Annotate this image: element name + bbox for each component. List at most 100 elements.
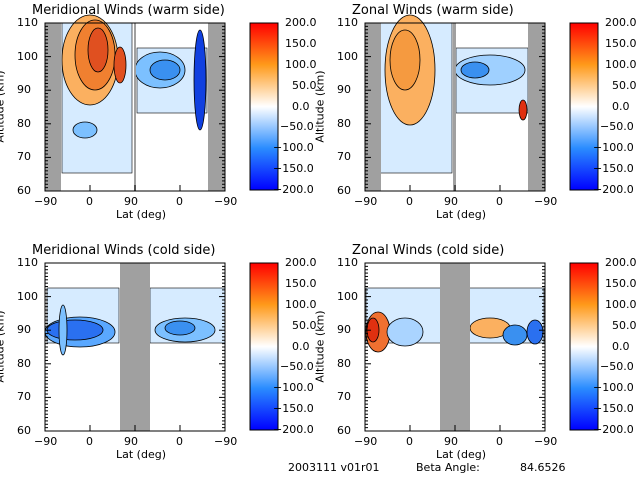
x-tick-label: −90 <box>34 435 58 448</box>
x-tick-label: −90 <box>214 435 238 448</box>
y-tick-label: 70 <box>337 390 351 404</box>
y-tick-label: 80 <box>17 356 31 370</box>
contour-region <box>460 61 490 79</box>
colorbar-tick-label: 200.0 <box>285 16 317 29</box>
y-tick-label: 110 <box>337 16 358 29</box>
data-gap <box>528 23 545 191</box>
y-tick-label: 80 <box>17 116 31 130</box>
data-gap <box>208 23 225 191</box>
contour-region <box>164 320 196 336</box>
beta-angle-value: 84.6526 <box>520 461 566 474</box>
x-tick-label: 0 <box>86 435 93 448</box>
colorbar-tick-label: 200.0 <box>285 256 317 269</box>
x-tick-label: 0 <box>406 435 413 448</box>
x-tick-label: 90 <box>444 435 458 448</box>
contour-region <box>526 319 544 345</box>
colorbar-tick-label: −150.0 <box>273 162 314 176</box>
data-gap <box>134 23 136 191</box>
colorbar-tick-label: −50.0 <box>600 120 634 134</box>
contour-region <box>149 59 181 81</box>
x-axis-label: Lat (deg) <box>116 208 166 221</box>
y-tick-label: 100 <box>17 289 38 303</box>
data-gap <box>440 263 470 431</box>
colorbar <box>249 22 279 191</box>
colorbar-tick-label: 150.0 <box>285 276 317 290</box>
colorbar-tick-label: −150.0 <box>593 162 634 176</box>
y-tick-label: 90 <box>17 323 31 337</box>
data-gap <box>365 23 381 191</box>
colorbar-tick-label: 150.0 <box>605 36 637 50</box>
colorbar-tick-label: 50.0 <box>612 318 637 332</box>
colorbar-tick-label: −200.0 <box>593 423 634 436</box>
colorbar <box>249 262 279 431</box>
y-tick-label: 60 <box>337 184 351 197</box>
colorbar <box>569 262 599 431</box>
contour-region <box>87 27 109 73</box>
x-axis-label: Lat (deg) <box>116 448 166 461</box>
y-axis-label: Altitude (km) <box>0 70 7 143</box>
x-tick-label: 90 <box>124 435 138 448</box>
colorbar-tick-label: 0.0 <box>612 339 630 353</box>
colorbar-tick-label: 100.0 <box>285 297 317 311</box>
x-tick-label: 90 <box>444 195 458 208</box>
y-tick-label: 90 <box>337 323 351 337</box>
chart-title: Zonal Winds (warm side) <box>352 3 514 18</box>
y-tick-label: 110 <box>337 256 358 269</box>
colorbar-tick-label: −100.0 <box>273 141 314 155</box>
x-axis-label: Lat (deg) <box>436 208 486 221</box>
x-tick-label: 90 <box>124 195 138 208</box>
x-tick-label: 0 <box>406 195 413 208</box>
colorbar-tick-label: −50.0 <box>600 360 634 374</box>
colorbar-tick-label: 100.0 <box>605 57 637 71</box>
contour-region <box>502 324 528 346</box>
colorbar-tick-label: −200.0 <box>273 423 314 436</box>
contour-region <box>386 317 424 347</box>
y-tick-label: 100 <box>337 49 358 63</box>
colorbar-tick-label: −50.0 <box>280 120 314 134</box>
colorbar-tick-label: 150.0 <box>285 36 317 50</box>
y-tick-label: 80 <box>337 116 351 130</box>
x-tick-label: −90 <box>534 435 558 448</box>
contour-region <box>113 46 127 84</box>
data-gap <box>45 23 61 191</box>
colorbar-tick-label: 100.0 <box>285 57 317 71</box>
colorbar-tick-label: −200.0 <box>273 183 314 196</box>
colorbar-tick-label: 50.0 <box>292 78 317 92</box>
x-tick-label: 0 <box>176 435 183 448</box>
y-tick-label: 90 <box>337 83 351 97</box>
contour-region <box>193 29 207 131</box>
colorbar-tick-label: −100.0 <box>273 381 314 395</box>
colorbar-tick-label: 0.0 <box>612 99 630 113</box>
chart-title: Zonal Winds (cold side) <box>352 243 505 258</box>
colorbar-tick-label: 0.0 <box>292 339 310 353</box>
y-axis-label: Altitude (km) <box>313 70 327 143</box>
y-tick-label: 60 <box>17 424 31 437</box>
x-tick-label: −90 <box>354 435 378 448</box>
colorbar-tick-label: 0.0 <box>292 99 310 113</box>
chart-title: Meridional Winds (warm side) <box>32 3 225 18</box>
colorbar-tick-label: −100.0 <box>593 381 634 395</box>
x-tick-label: −90 <box>354 195 378 208</box>
x-axis-label: Lat (deg) <box>436 448 486 461</box>
colorbar-tick-label: 200.0 <box>605 256 637 269</box>
x-tick-label: −90 <box>214 195 238 208</box>
colorbar-tick-label: 50.0 <box>292 318 317 332</box>
y-tick-label: 110 <box>17 16 38 29</box>
colorbar-tick-label: 100.0 <box>605 297 637 311</box>
colorbar-tick-label: 50.0 <box>612 78 637 92</box>
y-tick-label: 60 <box>337 424 351 437</box>
y-tick-label: 70 <box>17 150 31 164</box>
y-tick-label: 70 <box>337 150 351 164</box>
x-tick-label: 0 <box>496 195 503 208</box>
y-tick-label: 70 <box>17 390 31 404</box>
colorbar-tick-label: 200.0 <box>605 16 637 29</box>
y-tick-label: 110 <box>17 256 38 269</box>
y-tick-label: 60 <box>17 184 31 197</box>
x-tick-label: −90 <box>34 195 58 208</box>
y-tick-label: 100 <box>17 49 38 63</box>
colorbar <box>569 22 599 191</box>
colorbar-tick-label: −150.0 <box>273 402 314 416</box>
